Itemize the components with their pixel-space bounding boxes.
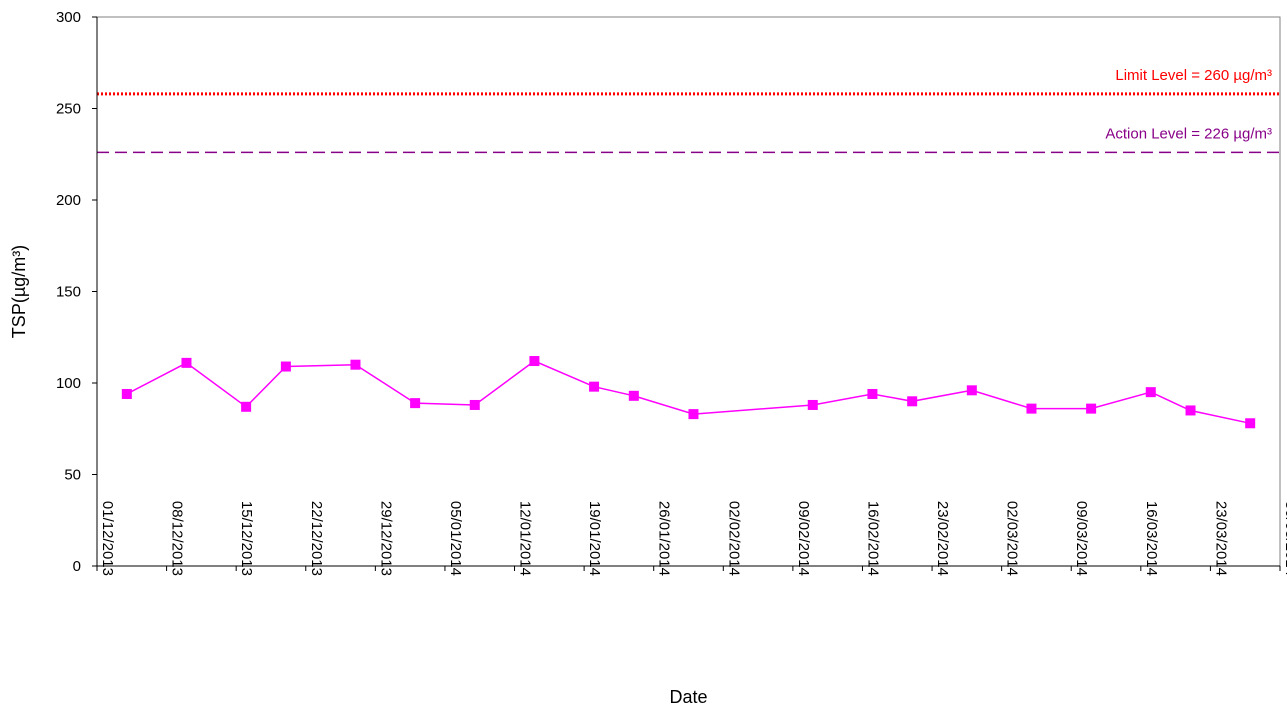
data-point [1026,403,1037,414]
x-tick-label: 01/12/2013 [99,501,116,576]
data-point [1245,418,1256,429]
x-tick-label: 23/02/2014 [934,501,951,576]
x-tick-label: 02/02/2014 [725,501,742,576]
data-point [469,399,480,410]
data-point [907,396,918,407]
data-point [589,381,600,392]
data-point [350,359,361,370]
data-point [121,388,132,399]
data-point [1145,387,1156,398]
x-tick-label: 12/01/2014 [517,501,534,576]
x-tick-label: 23/03/2014 [1212,501,1229,576]
x-tick-label: 19/01/2014 [586,501,603,576]
data-point [807,399,818,410]
data-point [867,388,878,399]
x-tick-label: 02/03/2014 [1004,501,1021,576]
x-tick-label: 08/12/2013 [169,501,186,576]
x-axis-ticks: 01/12/2013 08/12/2013 15/12/2013 22/12/2013… [96,501,1287,576]
data-point [688,409,699,420]
data-point [241,401,252,412]
x-tick-label: 16/02/2014 [864,501,881,576]
x-tick-label: 09/02/2014 [795,501,812,576]
x-tick-label: 22/12/2013 [308,501,325,576]
data-point [280,361,291,372]
data-point [529,356,540,367]
x-tick-label: 29/12/2013 [377,501,394,576]
y-tick-label: 200 [56,192,81,209]
data-point [410,398,421,409]
reference-lines: Limit Level = 260 µg/m³ Action Level = 22… [97,67,1280,154]
data-point [966,385,977,396]
plot-frame [96,16,1281,567]
x-tick-label: 05/01/2014 [447,501,464,576]
data-point [628,390,639,401]
y-tick-label: 300 [56,9,81,26]
y-axis-ticks: 0 50 100 150 200 250 300 [56,9,97,575]
y-axis-title: TSP(µg/m³) [9,245,29,338]
axes [96,16,1281,567]
y-tick-label: 50 [64,467,81,484]
data-point [181,357,192,368]
x-tick-label: 15/12/2013 [238,501,255,576]
data-point [1086,403,1097,414]
x-tick-label: 30/03/2014 [1282,501,1287,576]
series-layer [121,356,1256,429]
series-line [126,360,1251,425]
y-tick-label: 250 [56,101,81,118]
y-tick-label: 100 [56,375,81,392]
reference-line-label: Action Level = 226 µg/m³ [1105,125,1272,142]
x-axis-title: Date [669,687,707,707]
x-tick-label: 09/03/2014 [1073,501,1090,576]
data-point [1185,405,1196,416]
x-tick-label: 26/01/2014 [656,501,673,576]
x-tick-label: 16/03/2014 [1143,501,1160,576]
y-tick-label: 150 [56,284,81,301]
y-tick-label: 0 [73,558,81,575]
reference-line-label: Limit Level = 260 µg/m³ [1115,67,1272,84]
